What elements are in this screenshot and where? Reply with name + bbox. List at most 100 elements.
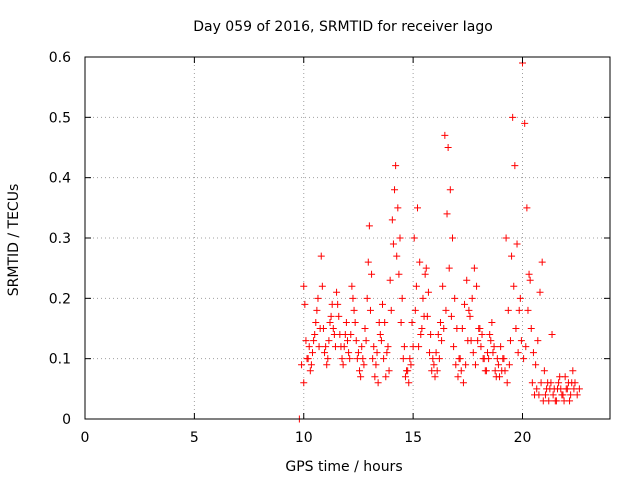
data-point <box>352 337 360 345</box>
data-point <box>473 282 481 290</box>
data-point <box>428 367 436 375</box>
data-point <box>439 282 447 290</box>
data-point <box>400 343 408 351</box>
data-point <box>311 331 319 339</box>
data-point <box>377 337 385 345</box>
data-point <box>522 343 530 351</box>
data-point <box>538 258 546 266</box>
data-point <box>401 373 409 381</box>
data-point <box>306 367 314 375</box>
x-tick-label: 5 <box>190 430 199 446</box>
data-point <box>436 318 444 326</box>
data-point <box>313 306 321 314</box>
data-point <box>467 337 475 345</box>
data-point <box>384 343 392 351</box>
data-point <box>412 282 420 290</box>
data-point <box>491 367 499 375</box>
data-point <box>300 282 308 290</box>
data-point <box>503 379 511 387</box>
data-point <box>536 288 544 296</box>
data-point <box>445 264 453 272</box>
data-point <box>502 234 510 242</box>
data-point <box>416 258 424 266</box>
data-point <box>305 343 313 351</box>
x-axis-label: GPS time / hours <box>285 459 402 475</box>
data-point <box>358 343 366 351</box>
data-point <box>333 288 341 296</box>
y-tick-label: 0.5 <box>49 110 71 126</box>
data-point <box>325 337 333 345</box>
data-point <box>316 325 324 332</box>
data-point <box>513 240 521 248</box>
data-point <box>440 325 448 332</box>
data-point <box>364 258 372 266</box>
data-point <box>487 337 495 345</box>
data-point <box>515 306 523 314</box>
data-point <box>488 318 496 326</box>
y-axis-label: SRMTID / TECUs <box>6 184 22 297</box>
x-tick-label: 15 <box>404 430 422 446</box>
data-point <box>393 252 401 260</box>
data-point <box>462 361 470 369</box>
data-point <box>347 331 355 339</box>
data-point <box>350 306 358 314</box>
data-point <box>404 367 412 375</box>
data-point <box>415 343 423 351</box>
chart-title: Day 059 of 2016, SRMTID for receiver Iag… <box>193 19 493 35</box>
data-point <box>552 397 560 405</box>
data-point <box>421 270 429 278</box>
data-point <box>349 294 357 302</box>
data-point <box>544 379 552 387</box>
data-point <box>303 355 311 363</box>
data-point <box>528 379 536 387</box>
data-point <box>458 325 466 332</box>
data-point <box>344 337 351 345</box>
data-point <box>408 318 416 326</box>
y-tick-label: 0.3 <box>49 231 71 247</box>
data-point <box>570 385 578 393</box>
data-point <box>535 391 543 399</box>
data-point <box>374 379 382 387</box>
data-point <box>529 349 537 357</box>
data-point <box>461 300 469 308</box>
data-point <box>449 234 456 242</box>
data-point <box>346 355 354 363</box>
data-point <box>470 264 478 272</box>
data-point <box>418 325 426 332</box>
data-point <box>375 318 383 326</box>
data-point <box>363 294 371 302</box>
y-tick-label: 0 <box>62 412 71 428</box>
data-point <box>309 349 316 357</box>
data-point <box>300 379 308 387</box>
data-point <box>411 306 419 314</box>
data-point <box>521 119 529 127</box>
data-point <box>434 331 442 339</box>
data-point <box>550 385 558 393</box>
data-point <box>526 276 534 284</box>
data-point <box>566 397 574 405</box>
data-point <box>366 306 374 314</box>
data-point <box>424 288 432 296</box>
data-point <box>345 349 353 357</box>
data-point <box>397 318 405 326</box>
y-tick-label: 0.2 <box>49 291 71 307</box>
data-point <box>525 270 533 278</box>
data-point <box>493 355 501 363</box>
data-point <box>394 204 402 212</box>
data-point <box>357 373 365 381</box>
data-point <box>568 379 576 387</box>
data-point <box>388 216 396 224</box>
data-point <box>307 361 315 369</box>
x-tick-label: 20 <box>514 430 532 446</box>
data-point <box>520 355 528 363</box>
data-point <box>427 331 435 339</box>
data-point <box>353 355 361 363</box>
data-point <box>298 361 306 369</box>
data-point <box>456 355 464 363</box>
data-point <box>417 331 425 339</box>
data-point <box>500 355 508 363</box>
data-point <box>379 300 386 308</box>
axis-ticks: 0 0.1 0.2 0.3 0.4 0.5 0.6 0 5 10 15 20 <box>49 50 610 446</box>
data-point <box>414 204 421 212</box>
